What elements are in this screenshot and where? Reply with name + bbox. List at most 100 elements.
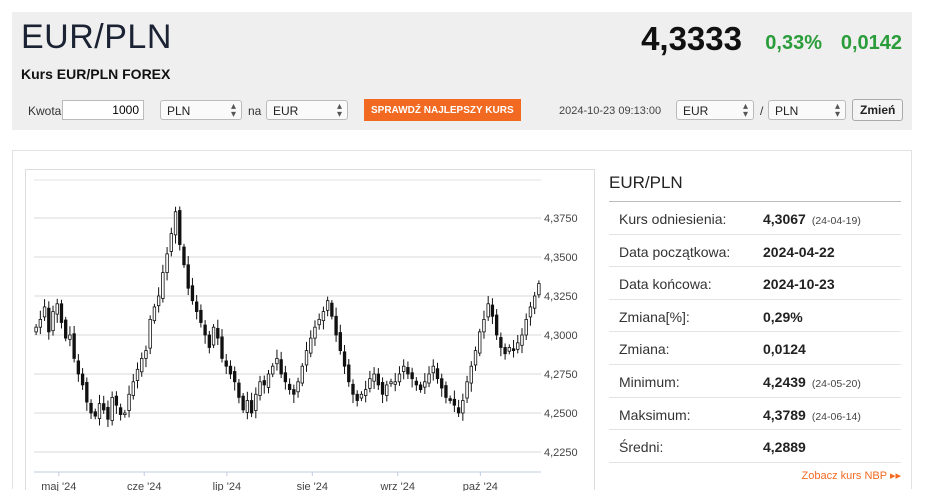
- candle-body: [194, 301, 199, 312]
- candle-body: [431, 365, 435, 374]
- stats-value-text: 4,2889: [763, 439, 806, 456]
- candle-body: [228, 365, 233, 375]
- candle-body: [410, 372, 414, 380]
- from-currency-select[interactable]: PLN ▴ ▾: [160, 100, 242, 120]
- candle-body: [452, 398, 457, 406]
- stats-value-text: 0,0124: [763, 341, 806, 358]
- candle-body: [380, 382, 385, 395]
- candle-body: [152, 306, 157, 322]
- candle-body: [300, 365, 304, 384]
- stats-row: Maksimum: 4,3789 (24-06-14): [609, 398, 901, 431]
- stats-value-text: 4,3789: [763, 406, 806, 423]
- candle-body: [372, 373, 376, 382]
- candle-body: [524, 318, 528, 336]
- candlestick-chart: 4,2250 4,2500 4,2750 4,3000 4,3250 4,3500 4,37…: [34, 179, 578, 493]
- candle-body: [427, 373, 431, 384]
- amount-label: Kwota: [28, 104, 62, 118]
- y-tick-label: 4,2250: [544, 447, 578, 459]
- stats-value: 4,2889: [763, 439, 806, 455]
- candle-body: [469, 365, 473, 384]
- candle-body: [34, 326, 38, 333]
- stats-row: Zmiana: 0,0124: [609, 332, 901, 365]
- swap-pair-button[interactable]: Zmień: [852, 99, 904, 121]
- y-tick-label: 4,3250: [544, 291, 578, 303]
- updown-arrows-icon: ▴ ▾: [742, 101, 748, 120]
- best-rate-button[interactable]: SPRAWDŹ NAJLEPSZY KURS: [364, 99, 521, 121]
- updown-arrows-icon: ▴ ▾: [230, 101, 236, 120]
- candle-body: [237, 382, 241, 398]
- stats-label: Data początkowa:: [619, 243, 731, 260]
- amount-input[interactable]: [62, 100, 144, 120]
- candle-body: [216, 328, 220, 339]
- candle-body: [494, 314, 499, 336]
- x-tick-label: maj '24: [41, 481, 76, 491]
- pair-separator: /: [760, 104, 764, 118]
- candle-body: [490, 304, 495, 317]
- candle-body: [42, 306, 47, 318]
- pair-right-value: PLN: [775, 104, 799, 118]
- stats-label: Data końcowa:: [619, 276, 712, 293]
- candle-body: [520, 334, 524, 346]
- candle-body: [72, 333, 76, 359]
- pair-right-select[interactable]: PLN ▴ ▾: [768, 100, 846, 120]
- candle-body: [397, 373, 402, 383]
- stats-date: (24-04-19): [811, 215, 861, 227]
- candle-body: [351, 383, 355, 395]
- candle-body: [249, 400, 254, 414]
- candle-body: [55, 303, 59, 315]
- converter-bar: Kwota PLN ▴▾ na EUR ▴▾ SPRAWDŹ NAJLEPSZY…: [12, 96, 912, 126]
- candle-body: [241, 395, 245, 411]
- candle-body: [435, 368, 440, 380]
- candle-body: [389, 381, 393, 385]
- candle-body: [478, 331, 482, 354]
- stats-label: Maksimum:: [619, 406, 691, 423]
- to-currency-select[interactable]: EUR ▴ ▾: [266, 100, 348, 120]
- x-tick-label: lip '24: [213, 481, 241, 491]
- candle-body: [537, 283, 541, 296]
- candle-body: [304, 350, 309, 366]
- quote-timestamp: 2024-10-23 09:13:00: [559, 105, 662, 117]
- stats-label: Średni:: [619, 439, 664, 456]
- candle-body: [418, 384, 423, 390]
- candle-body: [456, 407, 461, 414]
- stats-value: 2024-10-23: [763, 276, 835, 292]
- stats-value-text: 0,29%: [763, 308, 803, 325]
- stats-value: 4,3789 (24-06-14): [763, 407, 861, 423]
- candle-body: [296, 381, 300, 393]
- candle-body: [385, 384, 389, 396]
- stats-value-text: 4,3067: [763, 211, 806, 227]
- candle-body: [275, 357, 279, 365]
- candle-body: [317, 318, 321, 326]
- stats-value: 0,0124: [763, 341, 806, 357]
- y-tick-label: 4,2750: [544, 369, 578, 381]
- candle-body: [499, 337, 503, 348]
- stats-label: Minimum:: [619, 373, 680, 390]
- pair-left-value: EUR: [683, 104, 709, 118]
- current-price: 4,3333: [641, 20, 742, 57]
- pair-left-select[interactable]: EUR ▴ ▾: [676, 100, 754, 120]
- candle-body: [114, 395, 119, 406]
- from-currency-value: PLN: [167, 104, 191, 118]
- candle-body: [59, 303, 64, 323]
- candle-body: [507, 347, 511, 352]
- stats-value-text: 2024-10-23: [763, 276, 835, 293]
- candle-body: [102, 403, 106, 411]
- candle-body: [245, 400, 250, 413]
- nbp-link[interactable]: Zobacz kurs NBP ▸▸: [802, 469, 902, 482]
- candle-body: [368, 378, 372, 389]
- stats-value: 4,3067 (24-04-19): [763, 211, 861, 227]
- candle-body: [118, 407, 123, 415]
- stats-value: 2024-04-22: [763, 244, 835, 260]
- nbp-link-label: Zobacz kurs NBP: [801, 470, 887, 482]
- candle-body: [461, 400, 465, 414]
- candle-body: [292, 389, 296, 395]
- candle-body: [279, 359, 283, 375]
- candle-body: [211, 326, 216, 346]
- candle-body: [473, 350, 478, 366]
- candle-body: [144, 350, 148, 359]
- stats-date: (24-05-20): [811, 377, 861, 390]
- candle-body: [38, 318, 43, 328]
- stats-row: Zmiana[%]: 0,29%: [609, 300, 901, 333]
- candle-body: [363, 389, 368, 396]
- candle-body: [190, 285, 195, 302]
